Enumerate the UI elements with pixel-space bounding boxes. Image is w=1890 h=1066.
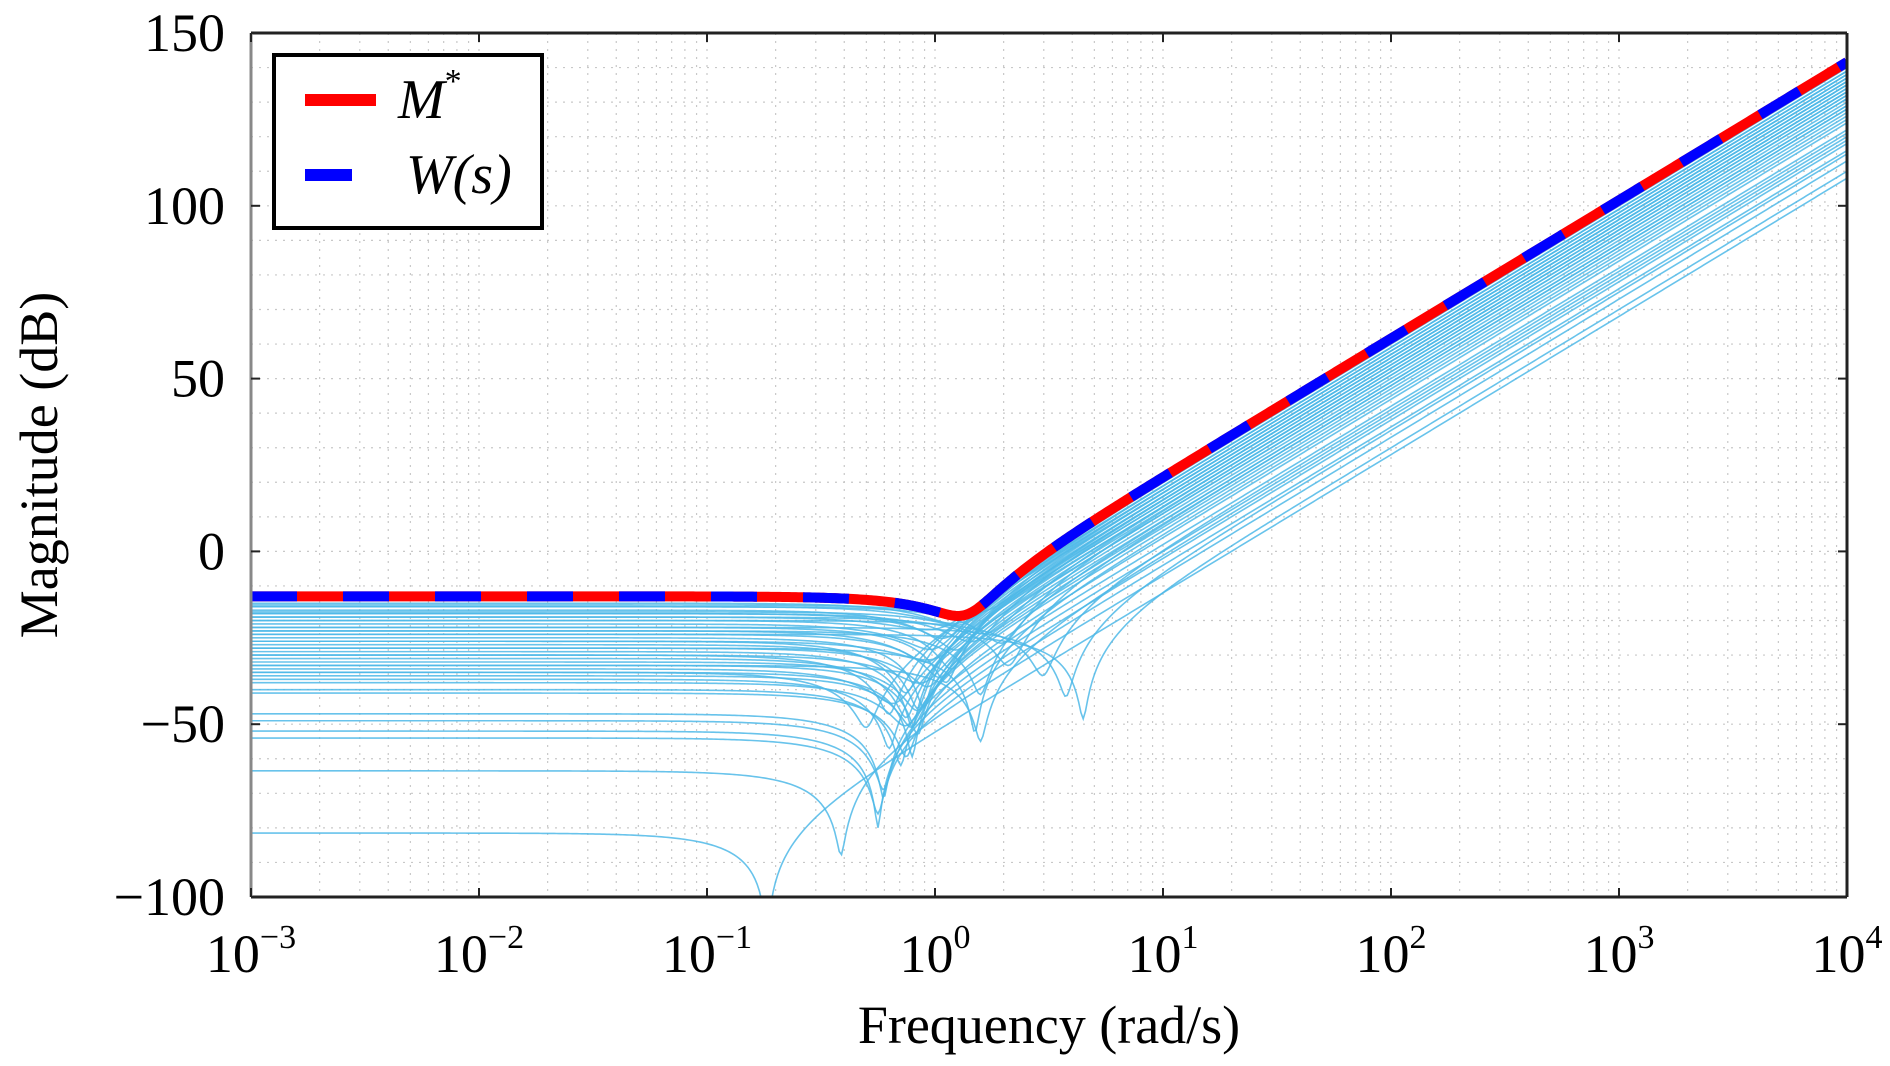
x-tick-label: 103: [1584, 919, 1655, 984]
sample-curve: [251, 104, 1847, 696]
y-axis-label: Magnitude (dB): [9, 292, 69, 638]
x-tick-label: 102: [1356, 919, 1427, 984]
sample-curve: [251, 153, 1847, 698]
legend: M* W(s): [272, 53, 544, 230]
x-tick-label: 10−2: [434, 919, 524, 984]
sample-curve: [251, 135, 1847, 791]
legend-label-m-star: M*: [397, 63, 462, 131]
legend-label-w-s: W(s): [406, 144, 512, 206]
x-tick-label: 10−1: [662, 919, 752, 984]
sample-curve: [251, 142, 1847, 828]
axes: [249, 31, 1849, 899]
legend-box: [272, 53, 544, 230]
x-tick-label: 104: [1812, 919, 1883, 984]
sample-curve: [251, 94, 1847, 644]
sample-curve: [251, 160, 1847, 857]
sample-curve: [251, 170, 1847, 722]
y-tick-labels: −100 −50 0 50 100 150: [114, 3, 225, 927]
x-tick-label: 100: [900, 919, 971, 984]
y-tick-label: 150: [144, 3, 225, 63]
y-tick-label: 100: [144, 176, 225, 236]
y-tick-label: −50: [141, 694, 225, 754]
sample-curve: [251, 73, 1847, 716]
sample-curve: [251, 91, 1847, 635]
y-tick-label: 0: [198, 521, 225, 581]
sample-curve: [251, 122, 1847, 758]
x-axis-label: Frequency (rad/s): [858, 995, 1240, 1055]
x-tick-labels: 10−3 10−2 10−1 100 101 102 103 104: [206, 919, 1883, 984]
x-tick-label: 101: [1128, 919, 1199, 984]
y-tick-label: −100: [114, 867, 225, 927]
sample-curve: [251, 139, 1847, 743]
y-tick-label: 50: [171, 349, 225, 409]
sample-curve: [251, 115, 1847, 768]
x-tick-label: 10−3: [206, 919, 296, 984]
sample-curve: [251, 87, 1847, 719]
series-line-m-star: [251, 57, 1847, 621]
sample-curve: [251, 129, 1847, 798]
sample-curve: [251, 132, 1847, 677]
sample-curve: [251, 77, 1847, 729]
sample-curve: [251, 80, 1847, 616]
sample-curve: [251, 84, 1847, 643]
sample-curve: [251, 149, 1847, 816]
reference-curves: [251, 57, 1847, 621]
sample-curve: [251, 108, 1847, 667]
